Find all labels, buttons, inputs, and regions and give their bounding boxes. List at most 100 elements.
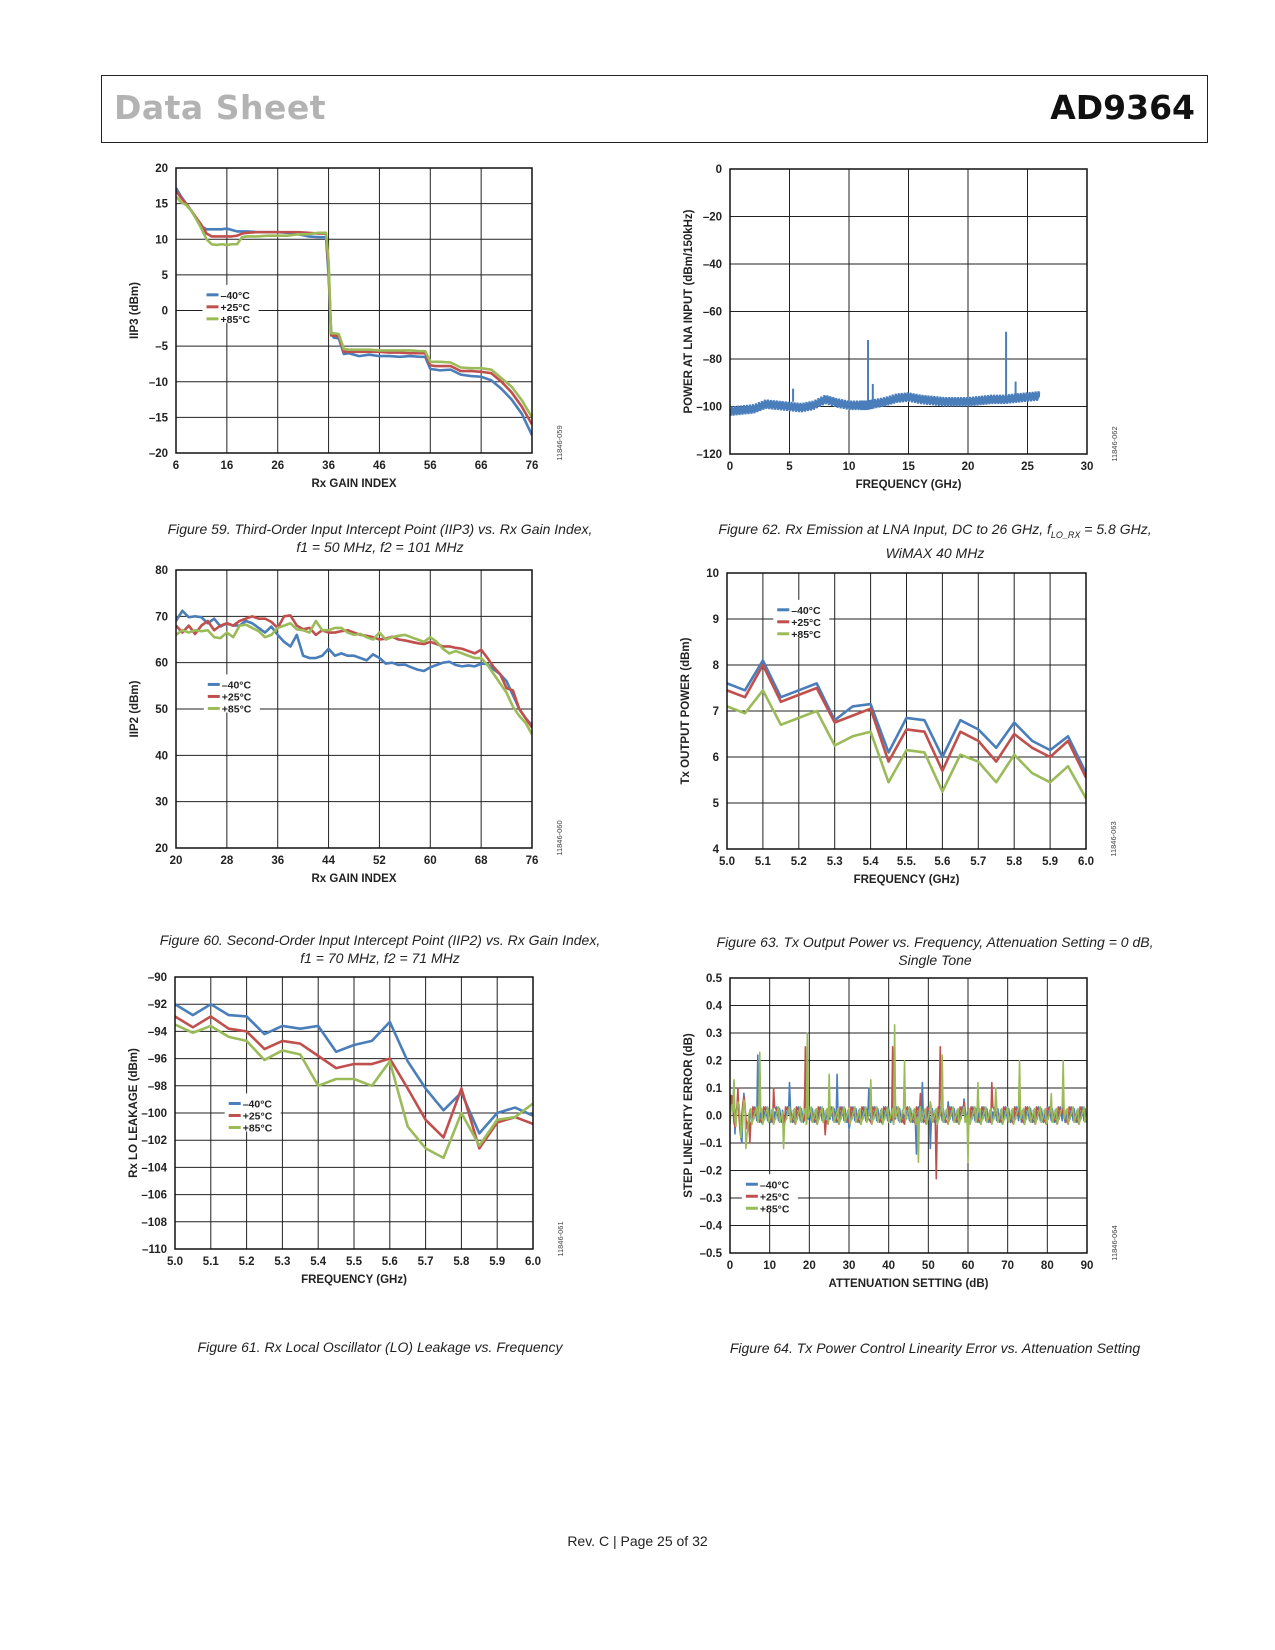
legend-label: +85°C [243,1122,273,1134]
series-line [727,663,1086,779]
caption-line: Figure 61. Rx Local Oscillator (LO) Leak… [197,1339,563,1355]
x-tick-label: 80 [1041,1260,1054,1272]
caption-fig64: Figure 64. Tx Power Control Linearity Er… [680,1339,1190,1357]
figure-code: 11846-061 [556,1221,565,1256]
x-tick-label: 5.9 [1042,856,1058,868]
page-header: Data Sheet AD9364 [101,75,1208,143]
y-tick-label: 20 [155,843,168,855]
y-tick-label: 0.2 [706,1056,722,1068]
x-tick-label: 5.8 [453,1256,470,1268]
series-line [176,614,532,729]
x-tick-label: 28 [220,855,233,867]
y-tick-label: 60 [155,658,168,670]
series-line [176,195,532,419]
plot-frame [175,167,533,454]
x-tick-label: 56 [424,460,437,472]
x-tick-label: 5.8 [1006,856,1023,868]
series-line [176,619,532,736]
x-tick-label: 5.4 [310,1256,327,1268]
caption-text: Figure 62. Rx Emission at LNA Input, DC … [718,521,1051,537]
caption-fig60: Figure 60. Second-Order Input Intercept … [100,931,660,967]
x-tick-label: 5.6 [934,856,950,868]
x-tick-label: 5.3 [274,1256,290,1268]
y-tick-label: 15 [155,199,168,211]
caption-line: Single Tone [898,952,972,968]
y-tick-label: 0.0 [706,1111,722,1123]
chart-linearity-error: 0 10 20 30 40 50 60 70 80 90 0.5 0.4 0.3 0.2 0.1 0.0 –0.… [683,973,1119,1290]
series-line [175,1015,533,1150]
series-line-noise-floor [730,391,1041,416]
legend-label: +85°C [222,703,252,715]
x-tick-label: 20 [962,461,975,473]
legend-label: –40°C [221,290,251,302]
series-line [727,689,1086,800]
y-tick-label: –100 [696,402,722,414]
y-tick-label: 50 [155,704,168,716]
x-tick-label: 5.7 [418,1256,434,1268]
plot-frame [175,569,533,849]
x-tick-label: 5.2 [791,856,807,868]
x-tick-label: 5.0 [167,1256,183,1268]
x-tick-label: 36 [322,460,335,472]
caption-line: Figure 60. Second-Order Input Intercept … [159,932,601,948]
y-tick-label: 0.3 [706,1028,722,1040]
legend-background [202,284,259,323]
x-tick-label: 52 [373,855,386,867]
y-tick-label: –60 [703,307,722,319]
x-tick-label: 20 [803,1260,816,1272]
x-tick-label: 60 [424,855,437,867]
y-tick-label: 0 [716,164,722,176]
y-tick-label: 10 [155,234,168,246]
x-tick-label: 6.0 [525,1256,541,1268]
x-tick-label: 0 [727,1260,733,1272]
y-tick-label: 4 [713,844,720,856]
caption-line: Figure 59. Third-Order Input Intercept P… [167,521,593,537]
caption-line: WiMAX 40 MHz [885,544,985,561]
y-tick-label: –108 [141,1217,167,1229]
legend-label: +85°C [791,629,821,641]
y-axis-label: Tx OUTPUT POWER (dBm) [680,637,692,784]
legend-label: –40°C [243,1098,273,1110]
part-number: AD9364 [1050,88,1195,127]
x-tick-label: 16 [220,460,233,472]
x-tick-label: 60 [962,1260,975,1272]
y-tick-label: –20 [149,448,168,460]
y-tick-label: 7 [713,706,719,718]
y-tick-label: 0.4 [706,1001,723,1013]
legend-label: +25°C [760,1191,790,1203]
plot-frame [729,168,1088,455]
y-tick-label: 30 [155,797,168,809]
x-tick-label: 5 [786,461,793,473]
y-axis-label: Rx LO LEAKAGE (dBm) [128,1048,140,1178]
y-tick-label: –15 [149,412,169,424]
plot-frame [726,572,1087,850]
doc-type: Data Sheet [114,88,326,127]
x-tick-label: 30 [843,1260,856,1272]
x-tick-label: 68 [475,855,488,867]
caption-fig59: Figure 59. Third-Order Input Intercept P… [100,520,660,556]
legend: –40°C+25°C+85°C [224,1093,281,1134]
x-axis-label: ATTENUATION SETTING (dB) [829,1278,989,1290]
caption-line: Figure 62. Rx Emission at LNA Input, DC … [680,520,1190,544]
caption-fig61: Figure 61. Rx Local Oscillator (LO) Leak… [100,1338,660,1356]
series-group [176,187,532,436]
x-tick-label: 26 [271,460,284,472]
series-group [175,1002,533,1160]
x-tick-label: 15 [902,461,915,473]
y-tick-label: 8 [713,660,720,672]
x-tick-label: 5.5. [897,856,916,868]
x-tick-label: 10 [763,1260,776,1272]
x-tick-label: 5.2 [239,1256,255,1268]
x-tick-label: 5.4 [863,856,880,868]
y-tick-label: –96 [148,1054,167,1066]
legend-background [224,1093,281,1132]
legend-label: +25°C [243,1110,273,1122]
y-tick-label: –10 [149,377,168,389]
legend-label: –40°C [791,605,821,617]
y-tick-label: 10 [706,568,719,580]
caption-subscript: LO_RX [1050,529,1081,540]
x-tick-label: 66 [475,460,488,472]
y-tick-label: 40 [155,750,168,762]
y-axis-label: IIP2 (dBm) [129,680,141,737]
series-group [176,609,532,736]
